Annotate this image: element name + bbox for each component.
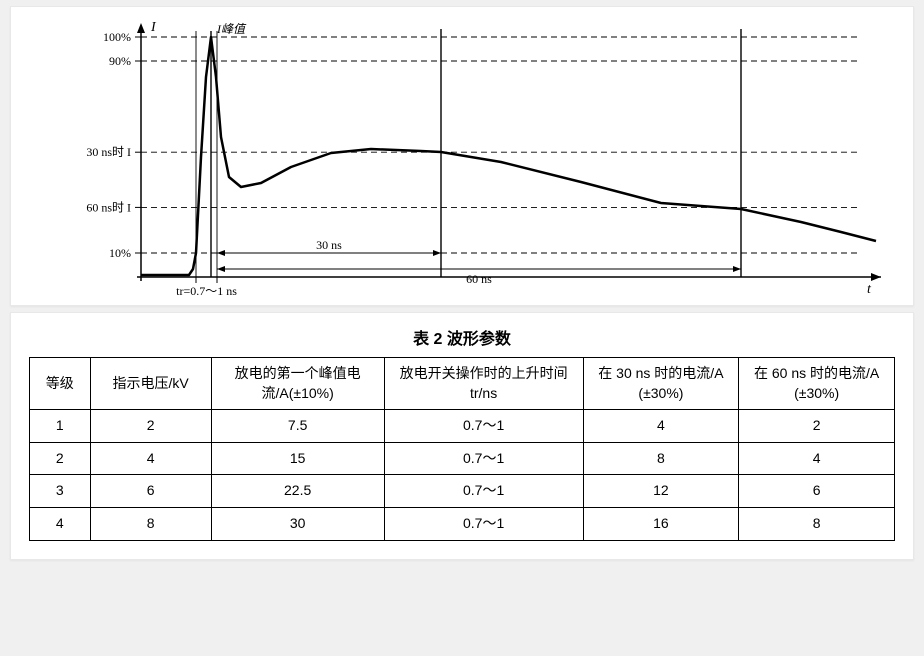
- table-cell: 2: [30, 442, 91, 475]
- table-cell: 3: [30, 475, 91, 508]
- table-cell: 7.5: [211, 410, 384, 443]
- table-column-header: 在 60 ns 时的电流/A (±30%): [739, 358, 895, 410]
- x-axis-label: t: [867, 282, 872, 297]
- table-cell: 4: [90, 442, 211, 475]
- table-cell: 8: [90, 507, 211, 540]
- tr-label: tr=0.7～1 ns: [176, 284, 237, 298]
- waveform-chart: It 100% 90% 30 ns时 I 60 ns时 I 10% I峰值 30 ns 60 n…: [21, 17, 901, 307]
- table-header-row: 等级指示电压/kV放电的第一个峰值电流/A(±10%)放电开关操作时的上升时间 …: [30, 358, 895, 410]
- table-cell: 8: [739, 507, 895, 540]
- table-cell: 15: [211, 442, 384, 475]
- y-axis-arrow: [137, 23, 145, 33]
- dim-30ns-arrow: [217, 250, 225, 256]
- table-cell: 22.5: [211, 475, 384, 508]
- waveform-curve: [141, 37, 876, 275]
- y-tick-label: 10%: [109, 246, 131, 260]
- table-cell: 2: [90, 410, 211, 443]
- table-cell: 6: [90, 475, 211, 508]
- table-body: 127.50.7～14224150.7～1843622.50.7～1126483…: [30, 410, 895, 540]
- table-cell: 8: [583, 442, 739, 475]
- table-cell: 0.7～1: [384, 475, 583, 508]
- waveform-table-panel: 表 2 波形参数 等级指示电压/kV放电的第一个峰值电流/A(±10%)放电开关…: [10, 312, 914, 560]
- table-row: 24150.7～184: [30, 442, 895, 475]
- table-cell: 12: [583, 475, 739, 508]
- table-column-header: 在 30 ns 时的电流/A (±30%): [583, 358, 739, 410]
- x-axis-arrow: [871, 273, 881, 281]
- table-row: 127.50.7～142: [30, 410, 895, 443]
- peak-label: I峰值: [216, 22, 247, 36]
- dim-60ns-arrow: [733, 266, 741, 272]
- table-cell: 4: [739, 442, 895, 475]
- table-column-header: 指示电压/kV: [90, 358, 211, 410]
- dim-60ns-label: 60 ns: [466, 272, 492, 286]
- table-cell: 1: [30, 410, 91, 443]
- y-tick-label: 60 ns时 I: [86, 200, 131, 214]
- table-cell: 0.7～1: [384, 410, 583, 443]
- dim-30ns-label: 30 ns: [316, 238, 342, 252]
- table-column-header: 放电开关操作时的上升时间 tr/ns: [384, 358, 583, 410]
- table-cell: 0.7～1: [384, 507, 583, 540]
- y-axis-label: I: [150, 20, 157, 35]
- y-tick-label: 100%: [103, 30, 131, 44]
- table-cell: 16: [583, 507, 739, 540]
- table-cell: 0.7～1: [384, 442, 583, 475]
- table-row: 3622.50.7～1126: [30, 475, 895, 508]
- table-cell: 6: [739, 475, 895, 508]
- table-cell: 2: [739, 410, 895, 443]
- table-column-header: 放电的第一个峰值电流/A(±10%): [211, 358, 384, 410]
- waveform-parameters-table: 等级指示电压/kV放电的第一个峰值电流/A(±10%)放电开关操作时的上升时间 …: [29, 357, 895, 541]
- table-column-header: 等级: [30, 358, 91, 410]
- y-tick-label: 30 ns时 I: [86, 145, 131, 159]
- table-cell: 30: [211, 507, 384, 540]
- table-row: 48300.7～1168: [30, 507, 895, 540]
- table-cell: 4: [583, 410, 739, 443]
- table-title: 表 2 波形参数: [29, 325, 895, 349]
- waveform-chart-panel: It 100% 90% 30 ns时 I 60 ns时 I 10% I峰值 30 ns 60 n…: [10, 6, 914, 306]
- y-tick-label: 90%: [109, 54, 131, 68]
- dim-30ns-arrow: [433, 250, 441, 256]
- table-cell: 4: [30, 507, 91, 540]
- dim-60ns-arrow: [217, 266, 225, 272]
